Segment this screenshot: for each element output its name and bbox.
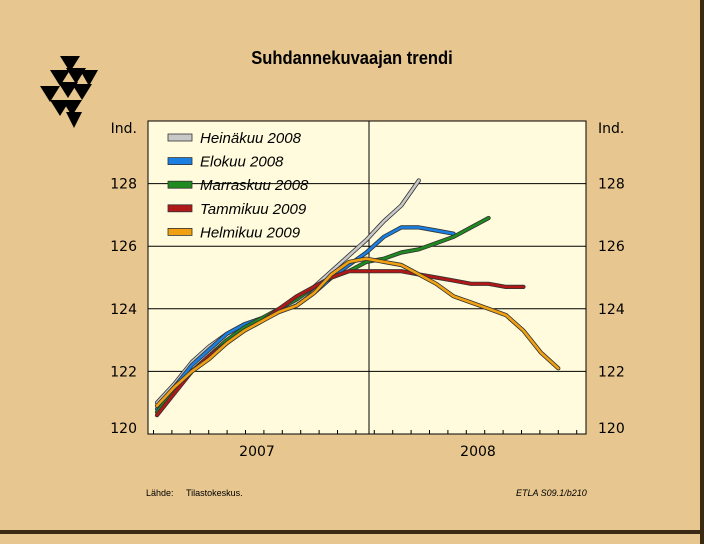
legend-label-0: Heinäkuu 2008	[200, 130, 302, 147]
y-tick-right-128: 128	[598, 177, 625, 193]
frame-edge-bottom	[0, 530, 704, 534]
plot-area	[147, 120, 587, 435]
y-axis-unit-right: Ind.	[598, 121, 624, 137]
source-label: Lähde:	[146, 488, 174, 498]
legend-swatch-4	[167, 227, 193, 236]
legend: Heinäkuu 2008 Elokuu 2008 Marraskuu 2008 Ta…	[167, 130, 309, 241]
y-tick-right-120: 120	[598, 421, 625, 437]
series-lines	[154, 178, 561, 418]
y-tick-right-126: 126	[598, 239, 625, 255]
x-tick-label-2008: 2008	[460, 444, 496, 460]
frame-edge-right	[700, 0, 704, 544]
legend-swatch-0	[167, 133, 193, 142]
series-line-4	[155, 257, 560, 408]
y-axis-ticks: Ind. Ind. 120 120 122 122 124 124 126 126 128 128	[110, 121, 625, 437]
etla-logo	[40, 56, 98, 128]
source-value: Tilastokeskus.	[186, 488, 243, 498]
y-tick-right-122: 122	[598, 364, 625, 380]
chart-title: Suhdannekuvaajan trendi	[251, 48, 453, 68]
x-axis-ticks: 2007 2008	[239, 444, 496, 460]
chart-code: ETLA S09.1/b210	[516, 488, 587, 498]
y-tick-left-122: 122	[110, 364, 137, 380]
legend-swatch-2	[167, 180, 193, 189]
y-tick-left-128: 128	[110, 177, 137, 193]
legend-label-1: Elokuu 2008	[200, 154, 284, 171]
y-tick-left-126: 126	[110, 239, 137, 255]
y-tick-right-124: 124	[598, 302, 625, 318]
legend-swatch-3	[167, 204, 193, 213]
legend-swatch-1	[167, 157, 193, 166]
legend-label-2: Marraskuu 2008	[200, 177, 309, 194]
y-tick-left-124: 124	[110, 302, 137, 318]
x-tick-label-2007: 2007	[239, 444, 275, 460]
y-axis-unit-left: Ind.	[111, 121, 137, 137]
y-tick-left-120: 120	[110, 421, 137, 437]
gridlines	[148, 121, 586, 434]
legend-label-4: Helmikuu 2009	[200, 224, 301, 241]
legend-label-3: Tammikuu 2009	[200, 201, 307, 218]
